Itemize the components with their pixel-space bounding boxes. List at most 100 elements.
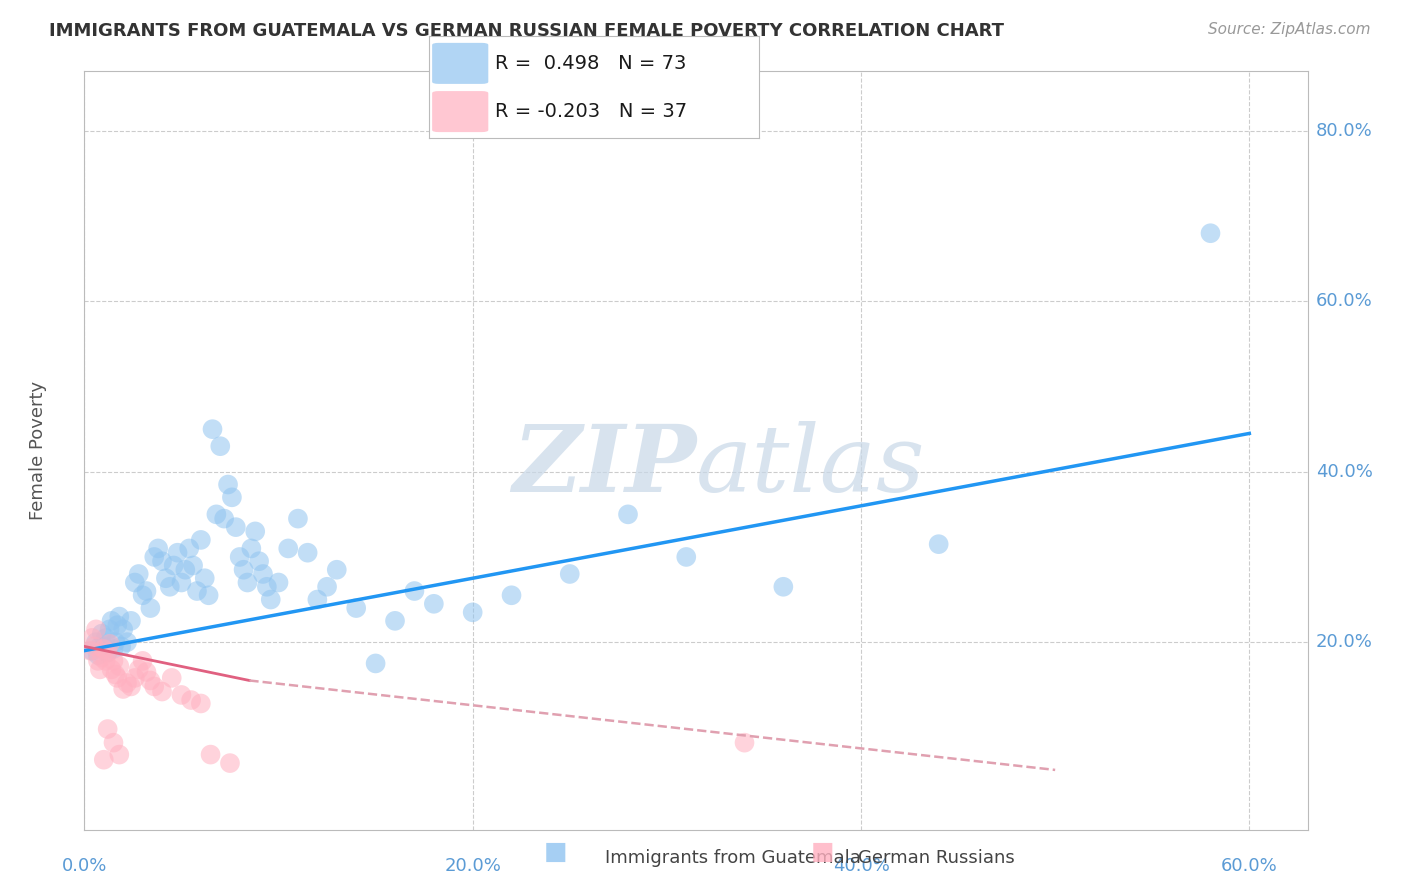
Point [166,546,188,560]
Point [326,563,349,577]
Text: ■: ■ [544,839,567,863]
Point [772,580,794,594]
Point [277,541,299,556]
Point [115,635,138,649]
Point [287,511,309,525]
Point [1199,226,1222,240]
Point [84,623,107,637]
Point [135,584,157,599]
Point [120,614,142,628]
Point [97,645,120,659]
Point [100,614,122,628]
Point [219,756,242,771]
Point [131,588,153,602]
Point [112,623,135,637]
Point [87,648,110,662]
Point [252,566,274,581]
Point [260,592,283,607]
Point [82,643,104,657]
Point [190,533,212,547]
Point [135,665,157,679]
Point [217,477,239,491]
Point [97,645,120,659]
Point [159,580,181,594]
Point [256,580,278,594]
Point [240,541,263,556]
Point [404,584,426,599]
Point [82,631,104,645]
Text: 40.0%: 40.0% [832,857,890,875]
Point [181,558,204,573]
Point [94,654,117,668]
Point [221,491,243,505]
Point [197,588,219,602]
Point [103,736,125,750]
Point [87,654,110,668]
Point [108,747,131,762]
Point [163,558,186,573]
Point [160,671,183,685]
Point [93,753,115,767]
Point [232,563,254,577]
Text: 0.0%: 0.0% [62,857,107,875]
Point [84,635,107,649]
Point [90,626,112,640]
Point [228,549,250,564]
Point [174,563,197,577]
Point [734,736,756,750]
Point [307,592,329,607]
Point [93,642,115,657]
Point [89,662,111,676]
Point [297,546,319,560]
Point [146,541,169,556]
Point [501,588,523,602]
Point [200,747,222,762]
Point [128,662,150,676]
Point [103,654,125,668]
Point [139,601,162,615]
Point [384,614,406,628]
Point [94,631,117,645]
Text: IMMIGRANTS FROM GUATEMALA VS GERMAN RUSSIAN FEMALE POVERTY CORRELATION CHART: IMMIGRANTS FROM GUATEMALA VS GERMAN RUSS… [49,22,1004,40]
Point [212,511,235,525]
Text: 60.0%: 60.0% [1220,857,1278,875]
Text: Source: ZipAtlas.com: Source: ZipAtlas.com [1208,22,1371,37]
Point [110,640,132,654]
Point [245,524,267,539]
Point [124,671,146,685]
Point [186,584,208,599]
Text: ZIP: ZIP [512,421,696,510]
Point [98,637,121,651]
Point [928,537,950,551]
Point [344,601,367,615]
Point [89,640,111,654]
Point [100,662,122,676]
Point [90,650,112,665]
Text: R = -0.203   N = 37: R = -0.203 N = 37 [495,102,688,121]
Point [155,571,177,585]
Point [209,439,232,453]
Text: 20.0%: 20.0% [1316,633,1372,651]
Point [617,508,640,522]
Point [83,640,105,654]
Point [170,688,193,702]
Text: Female Poverty: Female Poverty [30,381,46,520]
Point [97,722,120,736]
Point [225,520,247,534]
Point [423,597,446,611]
Point [205,508,228,522]
Point [104,667,127,681]
Text: ■: ■ [811,839,834,863]
FancyBboxPatch shape [432,43,488,84]
Point [108,609,131,624]
Text: 60.0%: 60.0% [1316,293,1372,310]
Point [179,541,201,556]
Point [201,422,224,436]
Point [139,673,162,688]
Point [115,676,138,690]
Point [112,681,135,696]
Point [105,618,128,632]
Point [131,654,153,668]
Text: 80.0%: 80.0% [1316,122,1372,140]
Point [128,566,150,581]
